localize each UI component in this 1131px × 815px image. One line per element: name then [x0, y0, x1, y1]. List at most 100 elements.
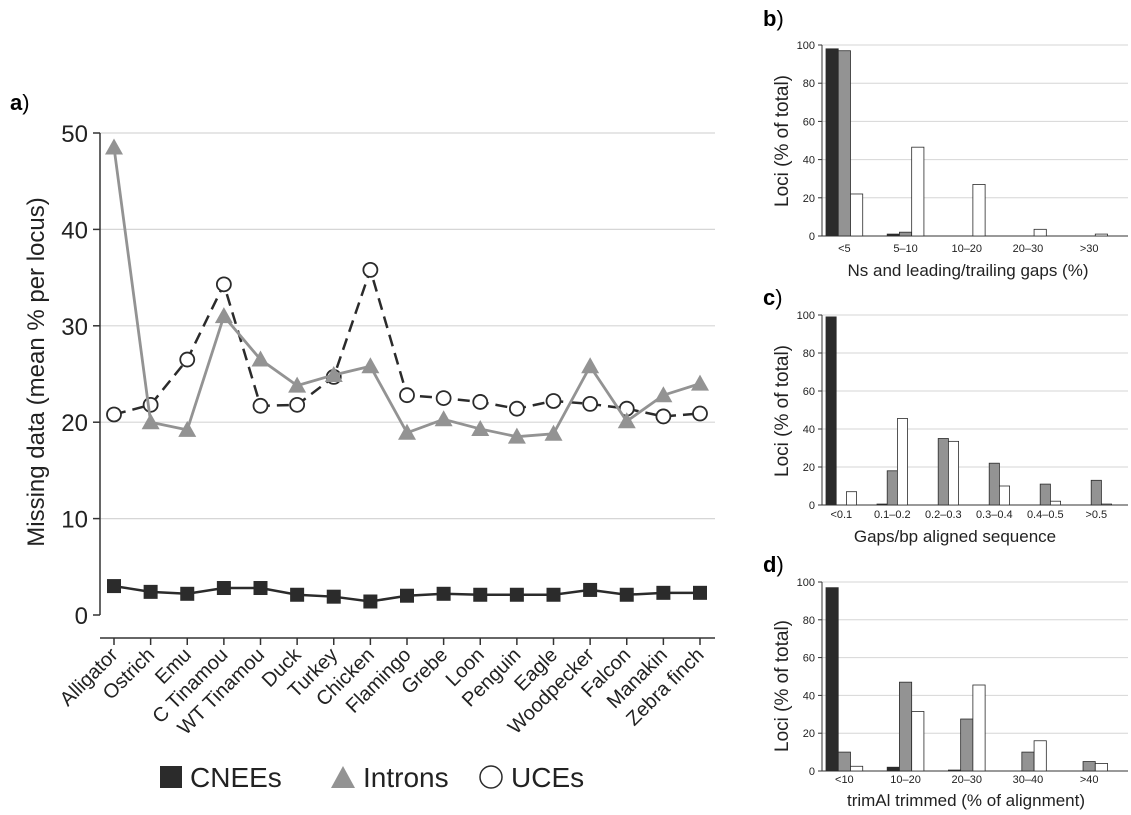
- panel-c-bar-uces: [1050, 500, 1062, 506]
- panel-d-y-tick-label: 100: [797, 577, 815, 589]
- panel-c-y-tick-label: 100: [797, 310, 815, 322]
- data-point-intron: [214, 307, 233, 324]
- panel-a-axes: [93, 132, 715, 645]
- panel-a-y-axis-label: Missing data (mean % per locus): [23, 197, 50, 546]
- panel-d-y-tick-label: 60: [803, 653, 815, 665]
- panel-b-x-tick-label: 10–20: [951, 243, 982, 255]
- panel-d-label-paren: ): [776, 552, 783, 577]
- data-point-intron: [617, 412, 636, 429]
- data-point-uce: [508, 400, 525, 417]
- series-introns: [105, 138, 709, 444]
- panel-d-y-tick-label: 0: [809, 766, 815, 778]
- panel-c-y-tick-label: 40: [803, 424, 815, 436]
- panel-d-bar-chart: d) Loci (% of total) trimAl trimmed (% o…: [763, 552, 1128, 810]
- data-point-uce: [215, 276, 232, 293]
- panel-b-bar-uces: [911, 146, 925, 237]
- panel-b-x-tick-label: 20–30: [1013, 243, 1044, 255]
- panel-a-y-tick-label: 20: [61, 410, 88, 437]
- data-point-intron: [544, 424, 563, 441]
- panel-d-bar-cnees: [886, 766, 900, 772]
- panel-a-y-tick-labels: 0 10 20 30 40 50: [61, 121, 88, 630]
- legend-cnee-swatch: [160, 766, 182, 788]
- data-point-cnee: [363, 594, 378, 609]
- panel-c-y-tick-label: 60: [803, 386, 815, 398]
- data-point-cnee: [180, 586, 195, 601]
- panel-c-bar-chart: c) Loci (% of total) Gaps/bp aligned seq…: [763, 285, 1128, 546]
- data-point-cnee: [656, 585, 671, 600]
- panel-b-y-tick-label: 0: [809, 231, 815, 243]
- panel-d-bar-uces: [1094, 763, 1108, 772]
- panel-b-x-axis-label: Ns and leading/trailing gaps (%): [848, 261, 1089, 280]
- panel-c-bar-uces: [948, 440, 960, 506]
- data-point-uce: [142, 396, 159, 413]
- panel-d-x-axis-label: trimAl trimmed (% of alignment): [847, 791, 1085, 810]
- legend-intron-swatch: [331, 766, 355, 788]
- data-point-cnee: [619, 587, 634, 602]
- panel-a-y-tick-label: 50: [61, 121, 88, 148]
- panel-c-bar-uces: [846, 491, 858, 506]
- panel-b-bar-cnees: [886, 233, 900, 237]
- data-point-intron: [105, 138, 123, 155]
- data-point-intron: [398, 423, 416, 440]
- panel-c-x-tick-label: >0.5: [1085, 509, 1107, 521]
- panel-d-y-axis-label: Loci (% of total): [772, 620, 793, 752]
- data-point-cnee: [693, 585, 707, 600]
- panel-b-bar-uces: [1033, 228, 1047, 237]
- data-point-cnee: [143, 584, 158, 599]
- panel-c-x-tick-label: 0.3–0.4: [976, 509, 1013, 521]
- panel-d-y-tick-label: 80: [803, 615, 815, 627]
- panel-d-bar-cnees: [825, 587, 839, 772]
- data-point-cnee: [290, 587, 305, 602]
- panel-c-label: c): [763, 285, 783, 310]
- panel-b-bar-cnees: [825, 48, 839, 237]
- data-point-uce: [289, 396, 306, 413]
- panel-c-bar-uces: [999, 485, 1011, 506]
- panel-c-x-tick-label: 0.4–0.5: [1027, 509, 1064, 521]
- panel-c-bar-uces: [1101, 503, 1113, 506]
- panel-d-bar-uces: [911, 711, 925, 772]
- panel-d-bar-introns: [960, 718, 974, 772]
- panel-d-x-tick-label: <10: [835, 774, 854, 786]
- legend-uce-label: UCEs: [511, 762, 584, 793]
- panel-c-label-letter: c: [763, 285, 775, 310]
- panel-d-x-tick-label: >40: [1080, 774, 1099, 786]
- panel-b-x-tick-label: >30: [1080, 243, 1099, 255]
- panel-c-bar-cnees: [825, 316, 837, 506]
- data-point-intron: [654, 386, 673, 403]
- data-point-intron: [141, 413, 160, 430]
- data-point-cnee: [436, 586, 451, 601]
- panel-b-bar-uces: [972, 184, 986, 237]
- panel-d-bar-introns: [899, 681, 913, 772]
- panel-b-bar-introns: [899, 231, 913, 237]
- data-point-uce: [362, 261, 379, 278]
- panel-a-series: [105, 138, 709, 609]
- panel-b-bar-chart: b) Loci (% of total) Ns and leading/trai…: [763, 6, 1128, 280]
- data-point-cnee: [326, 589, 341, 604]
- panel-c-y-tick-label: 0: [809, 500, 815, 512]
- data-point-uce: [106, 406, 122, 423]
- panel-d-bar-cnees: [948, 769, 962, 772]
- panel-b-label-paren: ): [776, 6, 783, 31]
- panel-b-y-axis-label: Loci (% of total): [772, 75, 793, 207]
- legend-intron-label: Introns: [363, 762, 449, 793]
- panel-b-bar-uces: [1094, 233, 1108, 237]
- panel-d-bar-introns: [1021, 751, 1035, 772]
- panel-a-y-tick-label: 0: [75, 603, 88, 630]
- panel-d-label: d): [763, 552, 784, 577]
- panel-c-bar-introns: [1090, 479, 1102, 506]
- data-point-cnee: [107, 579, 121, 594]
- data-point-uce: [692, 405, 708, 422]
- panel-b-label: b): [763, 6, 784, 31]
- panel-b-x-tick-label: 5–10: [893, 243, 917, 255]
- data-point-intron: [178, 420, 197, 437]
- panel-c-x-tick-label: 0.2–0.3: [925, 509, 962, 521]
- panel-b-bar-introns: [837, 50, 851, 237]
- panel-a-gridlines: [100, 132, 715, 520]
- data-point-intron: [324, 365, 343, 382]
- data-point-uce: [472, 394, 489, 410]
- panel-d-label-letter: d: [763, 552, 776, 577]
- data-point-uce: [252, 397, 269, 414]
- data-point-cnee: [473, 587, 488, 602]
- data-point-cnee: [216, 581, 231, 596]
